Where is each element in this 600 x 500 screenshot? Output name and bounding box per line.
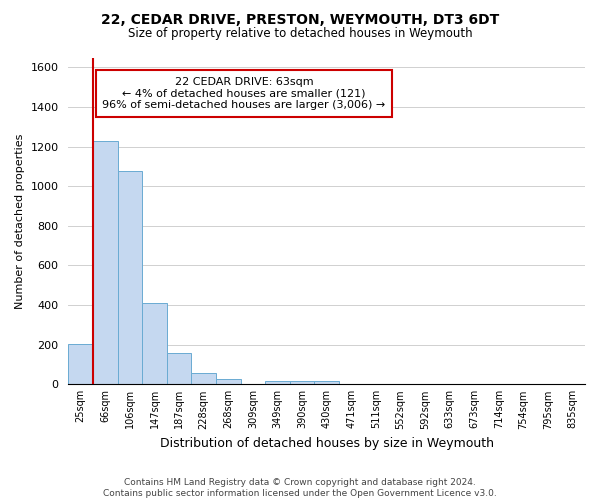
Y-axis label: Number of detached properties: Number of detached properties (15, 133, 25, 308)
Bar (265, 380, 290, 384)
Bar (118, 172, 142, 384)
Bar (290, 382, 314, 384)
Bar (93, 140, 118, 384)
Bar (142, 303, 167, 384)
Bar (167, 352, 191, 384)
Text: 22 CEDAR DRIVE: 63sqm
← 4% of detached houses are smaller (121)
96% of semi-deta: 22 CEDAR DRIVE: 63sqm ← 4% of detached h… (103, 77, 386, 110)
Text: Size of property relative to detached houses in Weymouth: Size of property relative to detached ho… (128, 28, 472, 40)
X-axis label: Distribution of detached houses by size in Weymouth: Distribution of detached houses by size … (160, 437, 494, 450)
Bar (68, 344, 93, 384)
Bar (191, 374, 216, 384)
Bar (216, 380, 241, 384)
Text: 22, CEDAR DRIVE, PRESTON, WEYMOUTH, DT3 6DT: 22, CEDAR DRIVE, PRESTON, WEYMOUTH, DT3 … (101, 12, 499, 26)
Text: Contains HM Land Registry data © Crown copyright and database right 2024.
Contai: Contains HM Land Registry data © Crown c… (103, 478, 497, 498)
Bar (314, 382, 339, 384)
